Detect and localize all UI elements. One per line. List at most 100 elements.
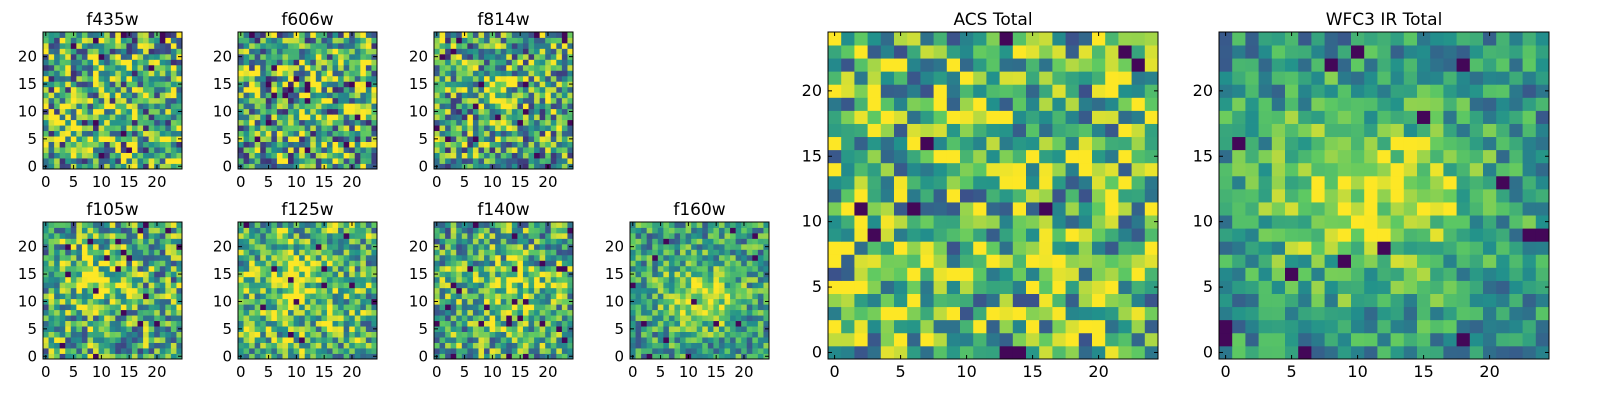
heatmap-cell bbox=[260, 304, 267, 311]
heatmap-cell bbox=[561, 232, 568, 239]
heatmap-cell bbox=[59, 309, 66, 316]
heatmap-cell bbox=[154, 309, 161, 316]
heatmap-cell bbox=[321, 130, 328, 137]
heatmap-cell bbox=[54, 37, 61, 44]
heatmap-cell bbox=[534, 353, 541, 360]
heatmap-cell bbox=[65, 136, 72, 142]
heatmap-cell bbox=[680, 227, 686, 234]
heatmap-cell bbox=[310, 147, 317, 153]
heatmap-cell bbox=[635, 271, 642, 278]
heatmap-cell bbox=[310, 326, 317, 332]
heatmap-cell bbox=[495, 32, 502, 38]
heatmap-cell bbox=[288, 163, 294, 170]
heatmap-cell bbox=[143, 227, 150, 234]
heatmap-cell bbox=[76, 326, 83, 332]
heatmap-cell bbox=[561, 114, 568, 121]
heatmap-cell bbox=[54, 293, 61, 300]
heatmap-cell bbox=[176, 59, 183, 66]
heatmap-cell bbox=[137, 81, 144, 88]
heatmap-cell bbox=[663, 353, 670, 360]
heatmap-cell bbox=[484, 125, 490, 132]
heatmap-cell bbox=[54, 114, 61, 121]
heatmap-cell bbox=[293, 42, 300, 49]
heatmap-cell bbox=[657, 337, 664, 343]
heatmap-cell bbox=[43, 64, 49, 71]
heatmap-cell bbox=[630, 254, 636, 261]
heatmap-cell bbox=[933, 319, 948, 334]
heatmap-cell bbox=[332, 287, 339, 294]
heatmap-cell bbox=[321, 141, 328, 148]
heatmap-cell bbox=[288, 348, 294, 354]
heatmap-cell bbox=[478, 342, 485, 349]
heatmap-cell bbox=[674, 282, 681, 289]
heatmap-cell bbox=[999, 215, 1014, 229]
heatmap-cell bbox=[752, 337, 759, 343]
heatmap-cell bbox=[713, 282, 720, 289]
heatmap-cell bbox=[522, 53, 529, 60]
heatmap-cell bbox=[109, 326, 116, 332]
heatmap-cell bbox=[154, 37, 161, 44]
heatmap-cell bbox=[365, 232, 372, 239]
heatmap-cell bbox=[137, 53, 144, 60]
heatmap-cell bbox=[249, 158, 256, 164]
heatmap-cell bbox=[349, 59, 356, 66]
heatmap-cell bbox=[159, 348, 166, 354]
heatmap-cell bbox=[556, 315, 563, 322]
heatmap-cell bbox=[254, 64, 261, 71]
heatmap-cell bbox=[539, 75, 546, 82]
heatmap-cell bbox=[304, 163, 311, 170]
heatmap-cell bbox=[321, 147, 328, 153]
heatmap-cell bbox=[561, 64, 568, 71]
heatmap-cell bbox=[65, 293, 72, 300]
heatmap-cell bbox=[70, 243, 77, 250]
heatmap-cell bbox=[104, 348, 111, 354]
heatmap-cell bbox=[365, 222, 372, 228]
heatmap-cell bbox=[293, 70, 300, 77]
heatmap-cell bbox=[445, 130, 452, 137]
heatmap-cell bbox=[371, 254, 378, 261]
heatmap-cell bbox=[254, 243, 261, 250]
heatmap-cell bbox=[472, 320, 479, 327]
heatmap-cell bbox=[120, 243, 127, 250]
heatmap-cell bbox=[696, 293, 703, 300]
heatmap-cell bbox=[170, 265, 177, 272]
heatmap-cell bbox=[517, 86, 524, 93]
heatmap-cell bbox=[752, 320, 759, 327]
heatmap-cell bbox=[484, 103, 490, 110]
heatmap-cell bbox=[115, 243, 122, 250]
heatmap-cell bbox=[70, 141, 77, 148]
heatmap-cell bbox=[271, 260, 278, 267]
heatmap-cell bbox=[343, 32, 350, 38]
heatmap-cell bbox=[534, 125, 541, 132]
heatmap-cell bbox=[299, 315, 306, 322]
heatmap-cell bbox=[528, 320, 535, 327]
heatmap-cell bbox=[282, 81, 289, 88]
heatmap-cell bbox=[81, 75, 88, 82]
heatmap-cell bbox=[304, 232, 311, 239]
heatmap-cell bbox=[495, 238, 502, 245]
heatmap-cell bbox=[343, 260, 350, 267]
heatmap-cell bbox=[120, 42, 127, 49]
heatmap-cell bbox=[545, 70, 552, 77]
heatmap-cell bbox=[539, 103, 546, 110]
heatmap-cell bbox=[489, 326, 496, 332]
heatmap-cell bbox=[131, 108, 138, 115]
heatmap-cell bbox=[165, 309, 172, 316]
heatmap-cell bbox=[456, 227, 463, 234]
heatmap-cell bbox=[249, 147, 256, 153]
heatmap-cell bbox=[445, 298, 452, 305]
heatmap-cell bbox=[456, 37, 463, 44]
panel-title: f606w bbox=[281, 10, 333, 30]
heatmap-cell bbox=[550, 282, 557, 289]
heatmap-cell bbox=[131, 152, 138, 159]
heatmap-cell bbox=[680, 326, 686, 332]
heatmap-cell bbox=[293, 320, 300, 327]
heatmap-cell bbox=[48, 326, 55, 332]
heatmap-cell bbox=[472, 130, 479, 137]
heatmap-cell bbox=[467, 353, 474, 360]
heatmap-cell bbox=[326, 243, 333, 250]
heatmap-cell bbox=[354, 238, 361, 245]
heatmap-cell bbox=[249, 320, 256, 327]
heatmap-cell bbox=[43, 331, 49, 338]
heatmap-cell bbox=[159, 81, 166, 88]
